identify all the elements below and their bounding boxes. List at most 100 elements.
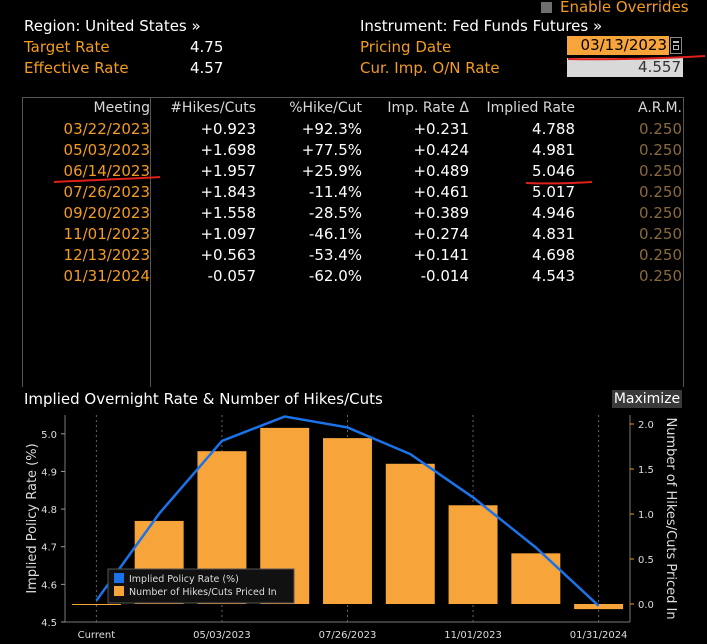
calendar-icon[interactable] (670, 37, 682, 54)
region-selector[interactable]: Region: United States » (24, 17, 201, 35)
cell-delta: +0.424 (413, 141, 469, 159)
maximize-button[interactable]: Maximize (612, 390, 682, 408)
cell-meeting: 06/14/2023 (63, 162, 150, 180)
left-tick-label: 4.9 (41, 467, 57, 478)
cell-pct: +77.5% (301, 141, 362, 159)
col-header-implied[interactable]: Implied Rate (486, 100, 575, 116)
cell-hikes: +1.957 (200, 162, 256, 180)
pricing-date-input[interactable]: 03/13/2023 (567, 36, 669, 55)
left-tick-label: 4.6 (41, 580, 57, 591)
target-rate-value: 4.75 (190, 38, 224, 56)
instrument-selector[interactable]: Instrument: Fed Funds Futures » (360, 17, 603, 35)
implied-rate-chart: 4.5 4.6 4.7 4.8 4.9 5.0 0.0 0.5 1.0 1.5 2.0 Current… (25, 415, 678, 641)
right-axis-title: Number of Hikes/Cuts Priced In (663, 417, 678, 619)
col-header-pct[interactable]: %Hike/Cut (289, 100, 362, 116)
bar-0 (71, 604, 121, 605)
cell-implied: 4.831 (532, 225, 575, 243)
cell-meeting: 01/31/2024 (63, 267, 150, 285)
bar-7 (511, 553, 561, 604)
right-tick-label: 0.0 (638, 600, 654, 611)
cell-arm: 0.250 (639, 225, 682, 243)
cell-implied: 5.017 (532, 183, 575, 201)
cell-delta: -0.014 (420, 267, 469, 285)
cell-delta: +0.489 (413, 162, 469, 180)
cell-pct: -53.4% (308, 246, 362, 264)
cell-pct: -46.1% (308, 225, 362, 243)
legend-label-0: Implied Policy Rate (%) (129, 574, 239, 585)
cell-pct: -28.5% (308, 204, 362, 222)
cell-implied: 5.046 (532, 162, 575, 180)
x-tick-label: 11/01/2023 (444, 630, 502, 641)
bar-4 (323, 438, 372, 604)
legend-swatch-0 (114, 573, 124, 583)
cell-implied: 4.981 (532, 141, 575, 159)
col-header-arm[interactable]: A.R.M. (638, 100, 682, 116)
checkbox-icon[interactable] (541, 2, 552, 13)
cell-hikes: +1.843 (200, 183, 256, 201)
chart-legend: Implied Policy Rate (%) Number of Hikes/C… (107, 568, 295, 604)
cell-meeting: 09/20/2023 (63, 204, 150, 222)
cell-hikes: +1.698 (200, 141, 256, 159)
cell-delta: +0.274 (413, 225, 469, 243)
cell-arm: 0.250 (639, 204, 682, 222)
cell-arm: 0.250 (639, 246, 682, 264)
right-tick-label: 1.0 (638, 510, 654, 521)
cell-implied: 4.946 (532, 204, 575, 222)
cell-hikes: +0.923 (200, 120, 256, 138)
cell-arm: 0.250 (639, 141, 682, 159)
cell-delta: +0.141 (413, 246, 469, 264)
cell-meeting: 07/26/2023 (63, 183, 150, 201)
cell-hikes: -0.057 (207, 267, 256, 285)
x-tick-label: Current (78, 630, 116, 641)
cell-pct: +25.9% (301, 162, 362, 180)
col-header-meeting[interactable]: Meeting (93, 100, 150, 116)
x-tick-label: 07/26/2023 (319, 630, 377, 641)
meetings-table (22, 97, 684, 387)
cell-arm: 0.250 (639, 183, 682, 201)
bar-5 (385, 463, 435, 604)
col-header-delta[interactable]: Imp. Rate Δ (387, 100, 469, 116)
enable-overrides-label: Enable Overrides (560, 0, 689, 16)
cell-pct: +92.3% (301, 120, 362, 138)
cell-arm: 0.250 (639, 162, 682, 180)
cur-imp-rate-value: 4.557 (567, 58, 683, 77)
cell-arm: 0.250 (639, 120, 682, 138)
cell-meeting: 05/03/2023 (63, 141, 150, 159)
chart-title: Implied Overnight Rate & Number of Hikes… (24, 390, 383, 408)
annotation-underline-meeting (53, 176, 161, 183)
left-axis-title: Implied Policy Rate (%) (25, 443, 40, 593)
effective-rate-label: Effective Rate (24, 59, 129, 77)
cell-pct: -11.4% (308, 183, 362, 201)
annotation-underline-date (567, 55, 706, 61)
cell-delta: +0.389 (413, 204, 469, 222)
enable-overrides-toggle[interactable]: Enable Overrides (541, 0, 689, 16)
cell-implied: 4.543 (532, 267, 575, 285)
right-tick-label: 2.0 (638, 420, 654, 431)
left-tick-label: 4.8 (41, 505, 57, 516)
bar-8 (574, 604, 624, 610)
annotation-underline-rate (525, 181, 593, 185)
right-tick-label: 0.5 (638, 555, 654, 566)
cell-hikes: +0.563 (200, 246, 256, 264)
cur-imp-rate-label: Cur. Imp. O/N Rate (360, 59, 500, 77)
chart-line (95, 415, 600, 607)
cell-delta: +0.461 (413, 183, 469, 201)
legend-box (107, 568, 295, 604)
effective-rate-value: 4.57 (190, 59, 224, 77)
cell-implied: 4.788 (532, 120, 575, 138)
target-rate-label: Target Rate (24, 38, 110, 56)
table-column-separator (150, 97, 151, 387)
cell-hikes: +1.558 (200, 204, 256, 222)
right-tick-label: 1.5 (638, 465, 654, 476)
x-tick-label: 01/31/2024 (570, 630, 628, 641)
cell-implied: 4.698 (532, 246, 575, 264)
col-header-hikes[interactable]: #Hikes/Cuts (170, 100, 256, 116)
cell-arm: 0.250 (639, 267, 682, 285)
x-tick-label: 05/03/2023 (193, 630, 251, 641)
bar-6 (448, 505, 498, 604)
left-tick-label: 4.7 (41, 543, 57, 554)
left-tick-label: 5.0 (41, 430, 57, 441)
implied-rate-line (95, 415, 600, 607)
legend-label-1: Number of Hikes/Cuts Priced In (129, 587, 277, 598)
cell-pct: -62.0% (308, 267, 362, 285)
